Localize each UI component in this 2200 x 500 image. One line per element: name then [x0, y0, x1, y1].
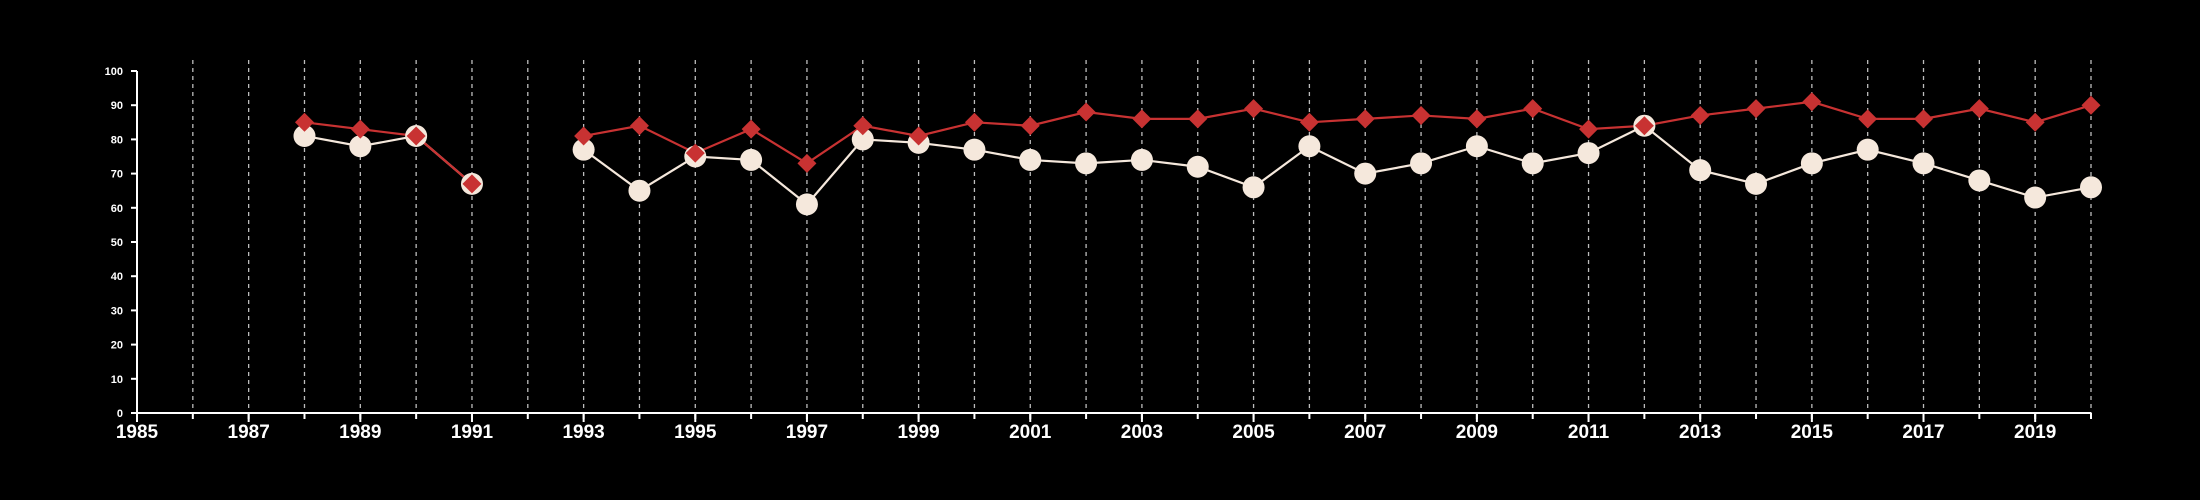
x-tick-label: 1991	[451, 422, 494, 443]
data-point-circle	[740, 148, 763, 171]
data-point-diamond	[294, 112, 314, 132]
x-tick-label: 2019	[2014, 422, 2056, 443]
data-point-circle	[1242, 176, 1265, 199]
y-tick-label: 70	[111, 169, 123, 181]
series-line	[304, 134, 473, 185]
data-point-circle	[1075, 152, 1098, 175]
data-point-diamond	[1746, 99, 1766, 119]
data-point-circle	[1856, 138, 1879, 161]
data-point-diamond	[1244, 99, 1264, 119]
y-tick-label: 100	[105, 66, 123, 78]
data-point-circle	[628, 179, 651, 202]
data-point-diamond	[853, 116, 873, 136]
x-tick-label: 2003	[1121, 422, 1163, 443]
data-point-circle	[1465, 135, 1488, 158]
data-point-diamond	[909, 126, 929, 146]
data-point-circle	[2024, 186, 2047, 209]
data-point-diamond	[964, 112, 984, 132]
data-point-diamond	[1299, 112, 1319, 132]
data-point-circle	[1130, 148, 1153, 171]
x-tick-label: 1989	[339, 422, 381, 443]
y-tick-label: 10	[111, 374, 123, 386]
x-tick-label: 2007	[1344, 422, 1386, 443]
x-tick-label: 1985	[116, 422, 159, 443]
data-point-circle	[1745, 172, 1768, 195]
data-point-circle	[293, 124, 316, 147]
data-point-circle	[1912, 152, 1935, 175]
series-line	[583, 100, 2092, 165]
data-point-diamond	[1523, 99, 1543, 119]
x-tick-label: 2011	[1568, 422, 1610, 443]
data-point-circle	[572, 138, 595, 161]
y-tick-label: 60	[111, 203, 123, 215]
x-tick-label: 2005	[1232, 422, 1275, 443]
data-point-circle	[795, 193, 818, 216]
data-point-diamond	[1579, 119, 1599, 139]
data-point-circle	[963, 138, 986, 161]
series-line	[582, 124, 2092, 206]
data-point-diamond	[629, 116, 649, 136]
data-point-diamond	[1076, 102, 1096, 122]
data-point-diamond	[406, 126, 426, 146]
x-tick-label: 2015	[1791, 422, 1834, 443]
data-point-circle	[1410, 152, 1433, 175]
x-tick-label: 1997	[786, 422, 828, 443]
y-tick-label: 30	[111, 305, 123, 317]
y-tick-label: 20	[111, 340, 123, 352]
data-point-diamond	[574, 126, 594, 146]
data-point-diamond	[350, 119, 370, 139]
data-point-circle	[2080, 176, 2102, 199]
data-point-diamond	[1355, 109, 1375, 129]
data-point-circle	[349, 135, 372, 158]
data-point-diamond	[1858, 109, 1878, 129]
x-tick-label: 1987	[228, 422, 270, 443]
x-tick-label: 2017	[1902, 422, 1944, 443]
data-point-circle	[1800, 152, 1823, 175]
data-point-diamond	[462, 174, 482, 194]
data-point-diamond	[1020, 116, 1040, 136]
data-point-diamond	[1634, 116, 1654, 136]
data-point-circle	[1968, 169, 1991, 192]
data-point-diamond	[1132, 109, 1152, 129]
data-point-diamond	[1188, 109, 1208, 129]
data-point-diamond	[2081, 95, 2101, 115]
x-tick-label: 2001	[1009, 422, 1052, 443]
data-point-circle	[851, 128, 874, 151]
x-tick-label: 1993	[562, 422, 604, 443]
data-point-diamond	[1914, 109, 1934, 129]
data-point-diamond	[685, 143, 705, 163]
data-point-diamond	[741, 119, 761, 139]
y-tick-label: 0	[117, 408, 123, 420]
x-tick-label: 1995	[674, 422, 717, 443]
data-point-diamond	[2025, 112, 2045, 132]
series-lines	[304, 100, 2092, 206]
data-point-circle	[1577, 142, 1600, 165]
data-point-diamond	[1802, 92, 1822, 112]
y-tick-label: 50	[111, 237, 123, 249]
data-point-diamond	[797, 153, 817, 173]
x-tick-label: 1999	[897, 422, 939, 443]
data-point-circle	[1521, 152, 1544, 175]
data-point-diamond	[1969, 99, 1989, 119]
x-tick-label: 2009	[1456, 422, 1498, 443]
y-tick-label: 80	[111, 134, 123, 146]
data-point-diamond	[1690, 105, 1710, 125]
x-tick-label: 2013	[1679, 422, 1721, 443]
axes: 0 10 20 30 40 50 60 70 80 90 100 1985 1987 1989 1991 19…	[105, 66, 2092, 443]
data-point-circle	[1354, 162, 1377, 185]
data-point-diamond	[1467, 109, 1487, 129]
y-tick-label: 90	[111, 100, 123, 112]
data-point-circle	[1689, 159, 1712, 182]
data-point-circle	[1298, 135, 1321, 158]
data-point-circle	[1019, 148, 1042, 171]
series-line	[304, 121, 473, 185]
data-point-diamond	[1411, 105, 1431, 125]
data-point-circle	[1186, 155, 1209, 178]
series-markers	[293, 92, 2102, 216]
y-tick-label: 40	[111, 271, 123, 283]
